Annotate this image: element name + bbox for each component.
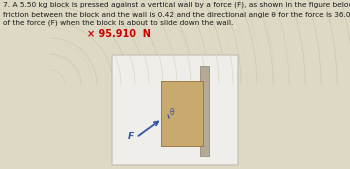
Bar <box>161 81 203 146</box>
Bar <box>200 66 209 156</box>
Text: × 95.910  N: × 95.910 N <box>87 29 151 39</box>
Text: F: F <box>128 132 134 141</box>
FancyBboxPatch shape <box>112 55 238 165</box>
Text: friction between the block and the wall is 0.42 and the directional angle θ for : friction between the block and the wall … <box>3 11 350 18</box>
Text: of the force (F) when the block is about to slide down the wall.: of the force (F) when the block is about… <box>3 20 233 27</box>
Text: 7. A 5.50 kg block is pressed against a vertical wall by a force (F), as shown i: 7. A 5.50 kg block is pressed against a … <box>3 2 350 8</box>
Text: θ: θ <box>170 108 175 117</box>
